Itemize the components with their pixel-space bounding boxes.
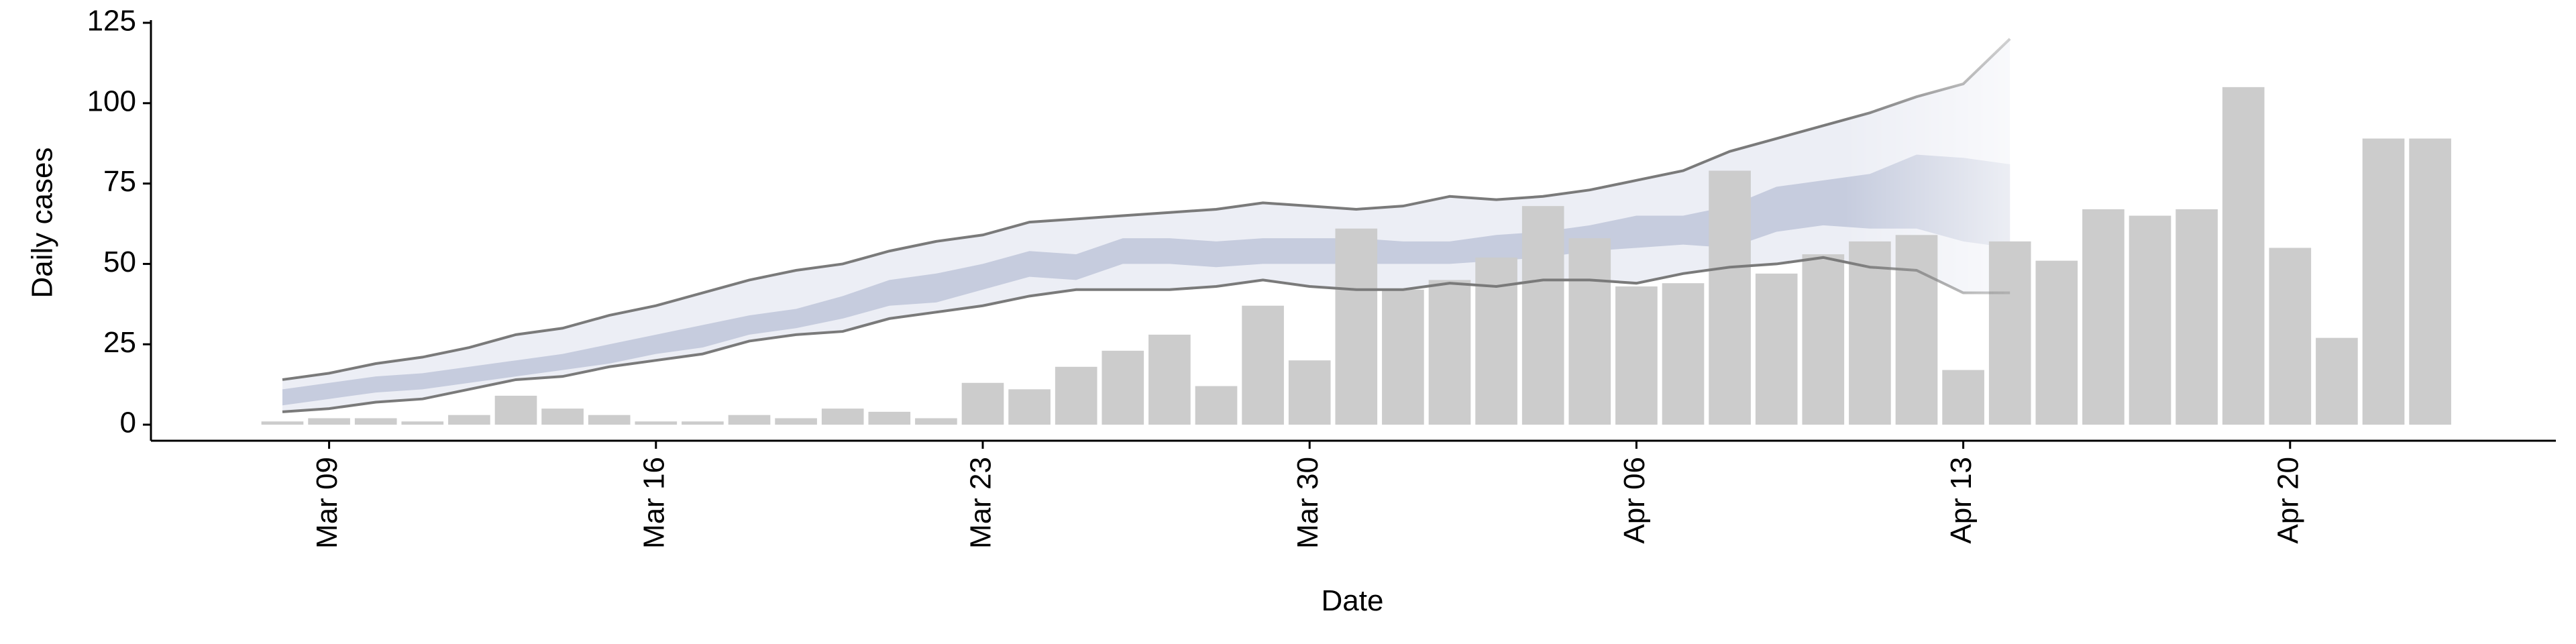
bar	[448, 415, 490, 425]
bar	[2129, 215, 2171, 425]
x-axis-label: Date	[1322, 584, 1384, 617]
bars	[261, 87, 2451, 425]
bands	[282, 38, 2010, 412]
bar	[2035, 260, 2078, 425]
bar	[354, 418, 397, 425]
bar	[1428, 280, 1471, 425]
lines	[282, 38, 2011, 413]
y-tick-label: 0	[120, 407, 136, 439]
bar	[1475, 257, 1517, 425]
y-tick-label: 50	[103, 246, 136, 278]
bar	[1195, 386, 1238, 425]
bar	[1988, 241, 2031, 425]
lower-line	[282, 256, 2010, 413]
bar	[1895, 235, 1938, 425]
bar	[635, 421, 678, 425]
bar	[1802, 254, 1845, 425]
x-tick-label: Mar 16	[637, 457, 670, 549]
bar	[2362, 138, 2405, 425]
y-axis-label: Daily cases	[26, 148, 59, 299]
bar	[728, 415, 771, 425]
bar	[1055, 366, 1097, 425]
bar	[1008, 389, 1051, 425]
bar	[2269, 248, 2312, 425]
bar	[2222, 87, 2265, 425]
bar	[1521, 206, 1564, 425]
bar	[494, 395, 537, 425]
inner-band	[282, 154, 2010, 406]
bar	[961, 382, 1004, 425]
y-tick-label: 75	[103, 165, 136, 198]
bar	[1849, 241, 1891, 425]
y-tick-label: 125	[87, 5, 136, 38]
bar	[1942, 370, 1984, 425]
bar	[261, 421, 304, 425]
x-tick-label: Mar 23	[965, 457, 998, 549]
bar	[541, 409, 584, 425]
bar	[1288, 360, 1331, 425]
bar	[1382, 289, 1424, 425]
bar	[1662, 283, 1705, 425]
bar	[588, 415, 631, 425]
bar	[682, 421, 724, 425]
bar	[915, 418, 957, 425]
bar	[775, 418, 817, 425]
x-tick-label: Apr 20	[2271, 457, 2304, 544]
x-tick-label: Mar 30	[1291, 457, 1324, 549]
y-tick-label: 25	[103, 326, 136, 359]
bar	[868, 411, 911, 425]
bar	[2316, 337, 2358, 425]
x-tick-label: Apr 06	[1618, 457, 1651, 544]
bar	[1335, 228, 1378, 425]
bar	[821, 409, 864, 425]
x-tick-label: Mar 09	[311, 457, 343, 549]
bar	[1709, 170, 1751, 425]
bar	[2082, 209, 2125, 425]
bar	[1102, 350, 1144, 425]
bar	[1148, 334, 1191, 425]
bar	[401, 421, 444, 425]
bar	[1242, 305, 1284, 425]
bar	[308, 418, 350, 425]
bar	[1755, 273, 1798, 425]
x-tick-label: Apr 13	[1945, 457, 1978, 544]
bar	[1615, 286, 1658, 425]
bar	[2176, 209, 2218, 425]
upper-line	[282, 38, 2011, 381]
y-tick-label: 100	[87, 85, 136, 117]
bar	[2409, 138, 2451, 425]
outer-band	[282, 38, 2010, 412]
bar	[1568, 238, 1611, 425]
